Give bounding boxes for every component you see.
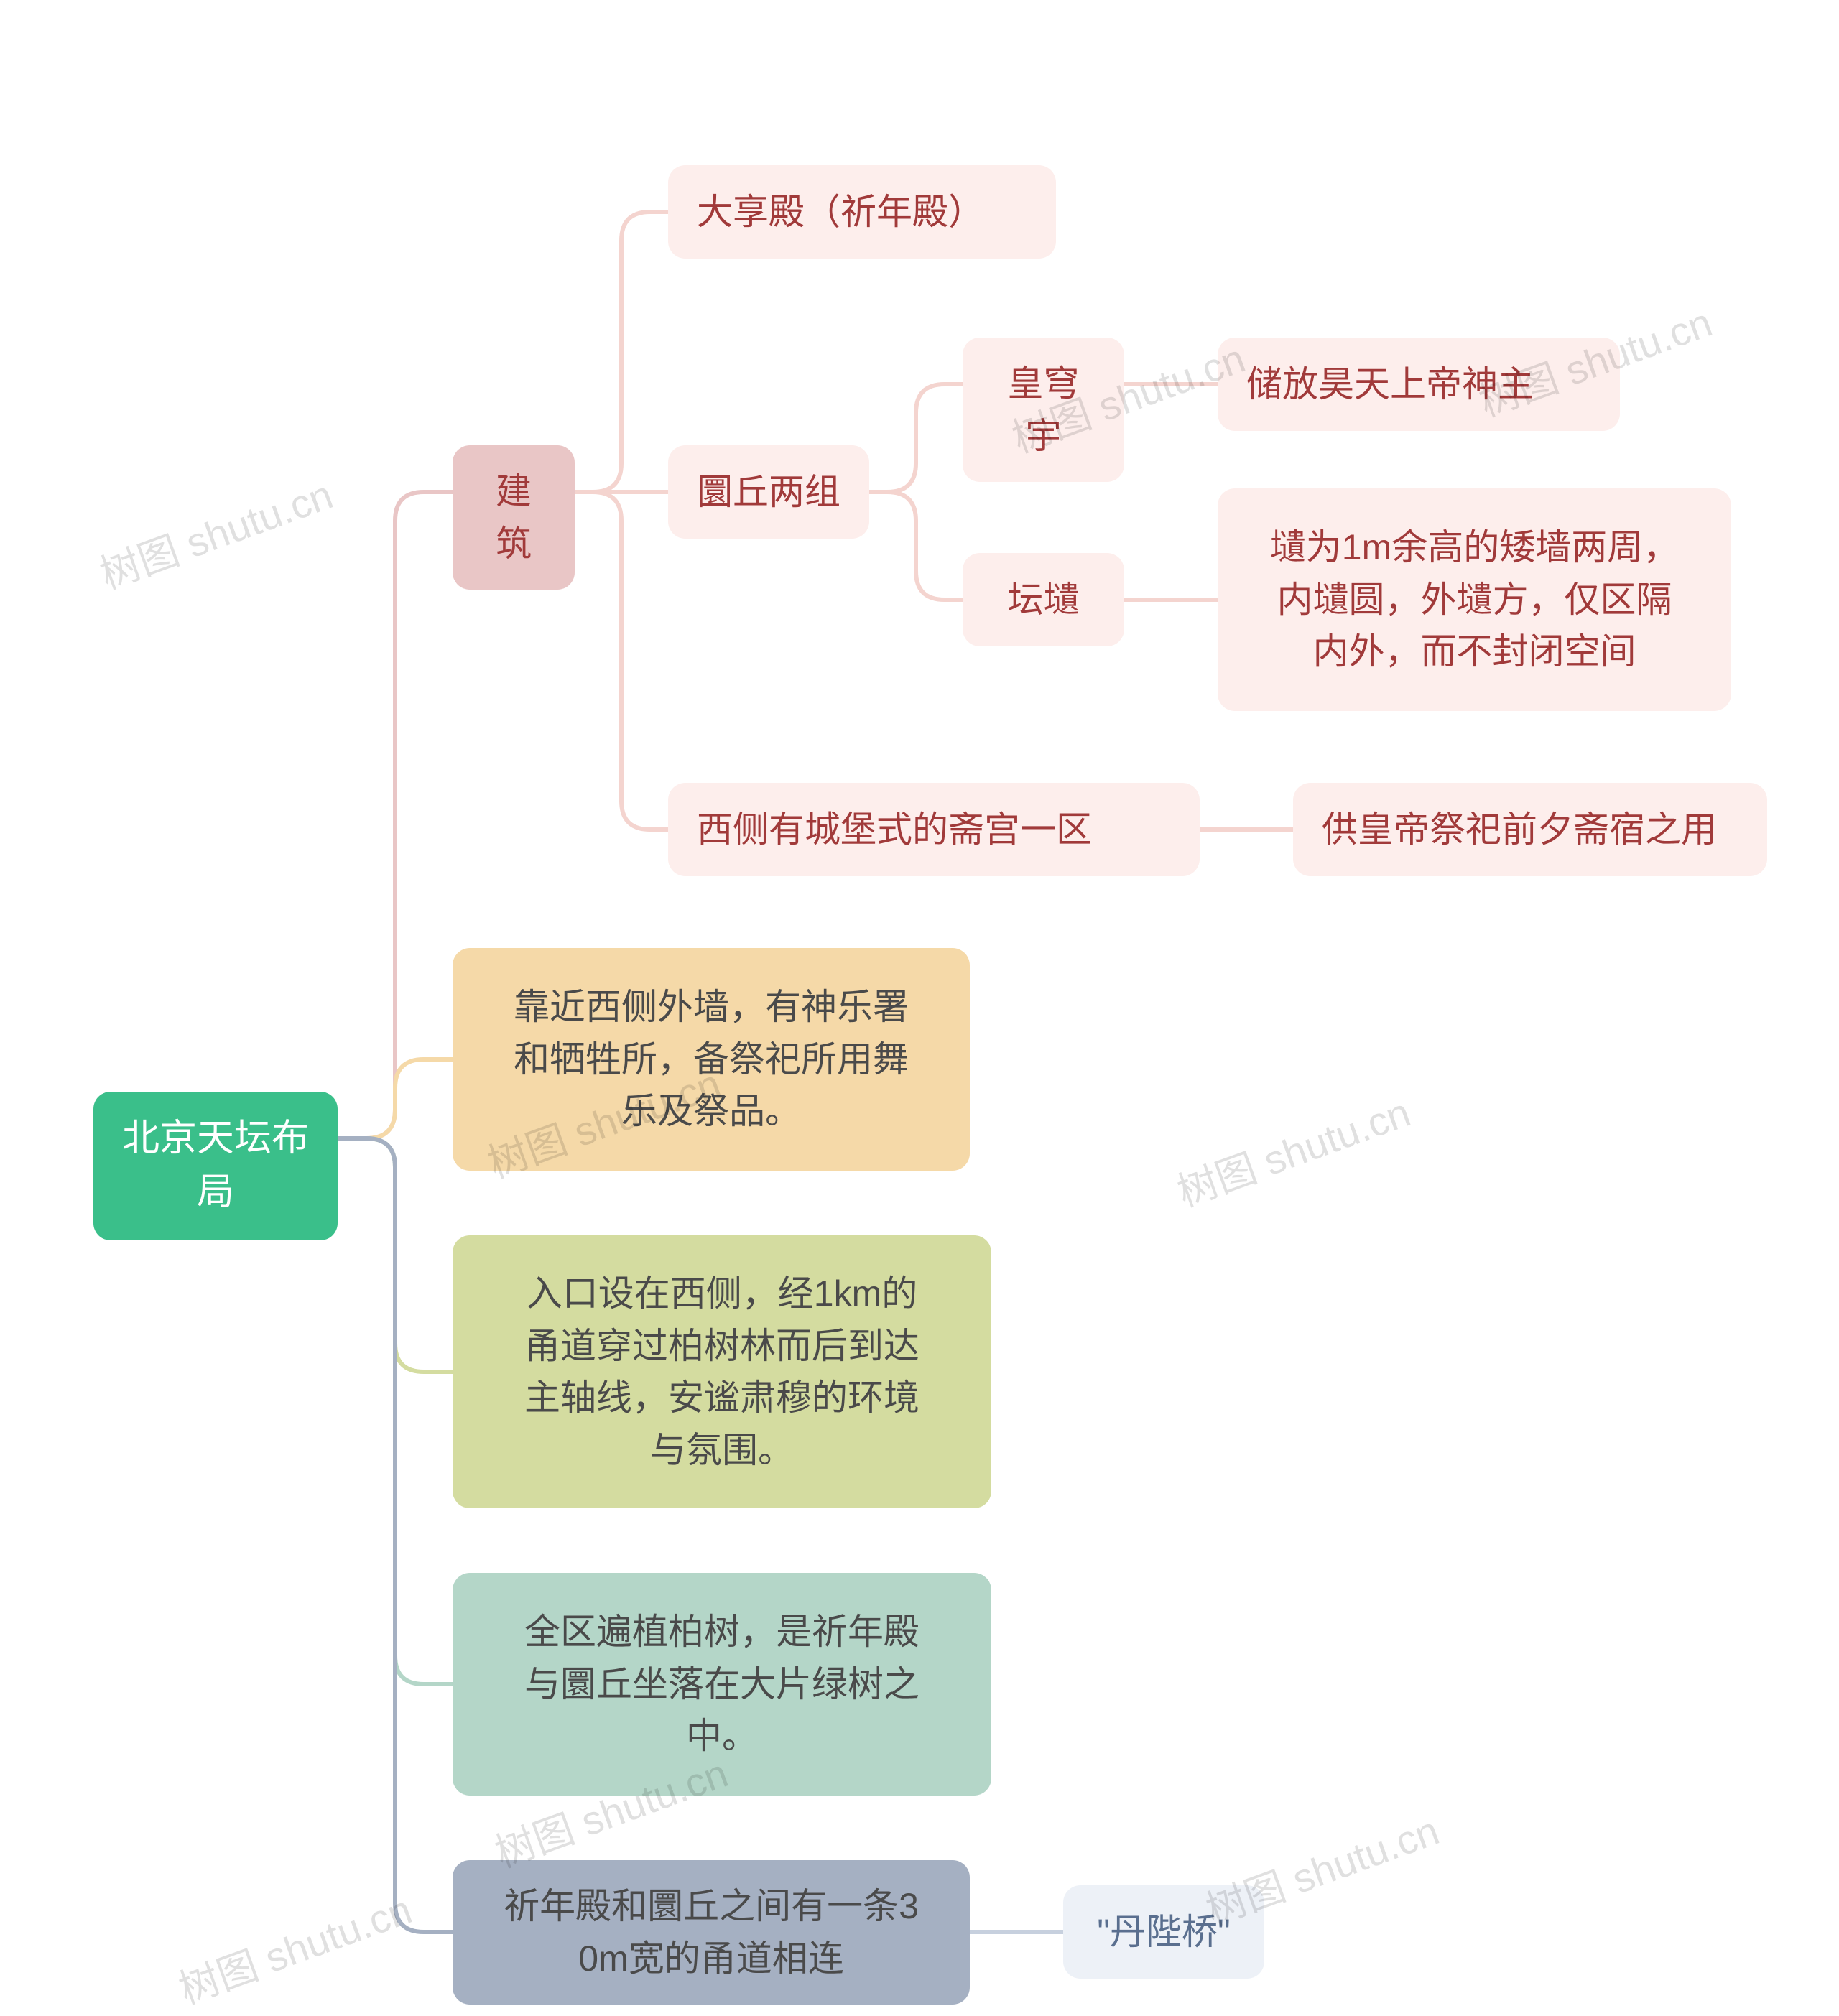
- node-xice2: 供皇帝祭祀前夕斋宿之用: [1293, 783, 1767, 876]
- mindmap-stage: 北京天坛布局 建筑 大享殿（祈年殿） 圜丘两组 皇穹宇 储放昊天上帝神主坛壝 壝为1m余高的…: [0, 0, 1839, 1991]
- watermark-text: 树图 shutu.cn: [173, 1887, 417, 2012]
- node-entry: 入口设在西侧，经1km的 甬道穿过柏树林而后到达 主轴线，安谧肃穆的环境 与氛围…: [453, 1235, 991, 1508]
- node-label: 靠近西侧外墙，有神乐署 和牺牲所，备祭祀所用舞 乐及祭品。: [514, 981, 909, 1138]
- node-hqy: 皇穹宇: [963, 338, 1124, 482]
- node-arch: 建筑: [453, 445, 575, 590]
- edge-root-west: [338, 1059, 453, 1138]
- watermark: 树图 shutu.cn: [91, 463, 340, 600]
- node-daxiang: 大享殿（祈年殿）: [668, 165, 1056, 259]
- watermark: 树图 shutu.cn: [170, 1877, 419, 2015]
- watermark-text: 树图 shutu.cn: [94, 472, 338, 598]
- node-tq: 坛壝: [963, 553, 1124, 646]
- node-bridge: 祈年殿和圜丘之间有一条3 0m宽的甬道相连: [453, 1860, 970, 2005]
- watermark: 树图 shutu.cn: [1168, 1080, 1417, 1218]
- node-label: 大享殿（祈年殿）: [697, 186, 984, 238]
- edge-root-bridge: [338, 1138, 453, 1932]
- node-hqy2: 储放昊天上帝神主: [1218, 338, 1620, 431]
- node-root: 北京天坛布局: [93, 1092, 338, 1240]
- node-label: 坛壝: [1008, 574, 1080, 626]
- node-label: 皇穹宇: [991, 358, 1095, 462]
- node-label: 全区遍植柏树，是祈年殿 与圜丘坐落在大片绿树之 中。: [524, 1606, 920, 1762]
- edge-yuanqiu-tq: [869, 492, 963, 600]
- node-trees: 全区遍植柏树，是祈年殿 与圜丘坐落在大片绿树之 中。: [453, 1573, 991, 1796]
- node-label: 入口设在西侧，经1km的 甬道穿过柏树林而后到达 主轴线，安谧肃穆的环境 与氛围…: [524, 1268, 920, 1476]
- edge-yuanqiu-hqy: [869, 384, 963, 492]
- node-bridge2: "丹陛桥": [1063, 1885, 1264, 1979]
- node-label: 西侧有城堡式的斋宫一区: [697, 804, 1092, 856]
- node-tq2: 壝为1m余高的矮墙两周， 内壝圆，外壝方，仅区隔 内外，而不封闭空间: [1218, 488, 1731, 711]
- node-label: 建筑: [481, 465, 546, 570]
- node-label: 祈年殿和圜丘之间有一条3 0m宽的甬道相连: [504, 1880, 919, 1984]
- node-label: 供皇帝祭祀前夕斋宿之用: [1322, 804, 1717, 856]
- node-label: "丹陛桥": [1097, 1906, 1231, 1959]
- edge-root-arch: [338, 492, 453, 1138]
- node-label: 壝为1m余高的矮墙两周， 内壝圆，外壝方，仅区隔 内外，而不封闭空间: [1270, 521, 1679, 678]
- edge-arch-xice: [575, 492, 668, 830]
- node-west: 靠近西侧外墙，有神乐署 和牺牲所，备祭祀所用舞 乐及祭品。: [453, 948, 970, 1171]
- edge-root-entry: [338, 1138, 453, 1372]
- node-xice: 西侧有城堡式的斋宫一区: [668, 783, 1200, 876]
- node-label: 圜丘两组: [697, 466, 840, 519]
- edge-root-trees: [338, 1138, 453, 1684]
- node-yuanqiu: 圜丘两组: [668, 445, 869, 539]
- edge-arch-daxiang: [575, 212, 668, 492]
- node-label: 北京天坛布局: [122, 1112, 309, 1220]
- watermark-text: 树图 shutu.cn: [1172, 1090, 1416, 1215]
- node-label: 储放昊天上帝神主: [1246, 358, 1534, 411]
